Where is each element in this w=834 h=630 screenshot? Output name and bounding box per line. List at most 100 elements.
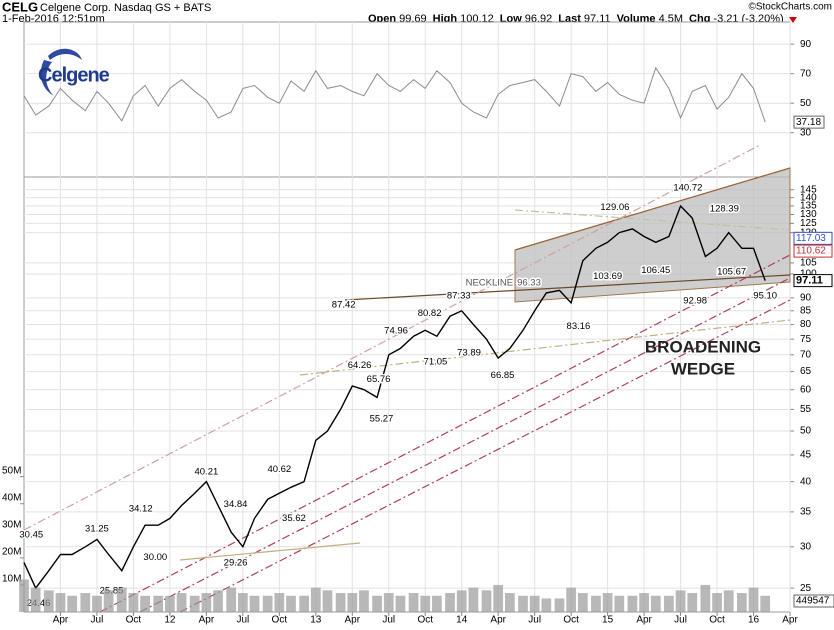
- price-annotation: 103.69: [593, 270, 622, 281]
- annotation-value: 40.62: [267, 464, 291, 475]
- annotation-value: 80.82: [418, 308, 442, 319]
- last-box: [793, 594, 834, 608]
- volume-bar: [92, 595, 102, 612]
- grid: [20, 22, 794, 616]
- volume-bar: [359, 590, 369, 612]
- volume-bar: [541, 598, 552, 612]
- annotation-value: 74.96: [384, 325, 408, 336]
- volume-bar: [760, 595, 771, 612]
- callout: WEDGE: [671, 359, 735, 378]
- volume-bar: [456, 590, 467, 612]
- annotation-value: 35.62: [282, 512, 306, 523]
- price-annotation: 80.82: [418, 308, 442, 319]
- annotation-value: 96.33: [517, 277, 541, 288]
- volume-bar: [748, 587, 759, 612]
- volume-bar: [153, 595, 164, 612]
- volume-bar: [55, 593, 66, 612]
- y-tick-label: 10M: [2, 574, 21, 585]
- volume-bar: [335, 593, 346, 612]
- volume-bar: [700, 584, 711, 612]
- y-tick-label: 30: [800, 541, 812, 552]
- volume-bar: [30, 587, 41, 612]
- price-annotation: 40.21: [194, 466, 218, 477]
- company-name: Celgene Corp. Nasdaq GS + BATS: [40, 2, 211, 14]
- y-tick-label: 50M: [2, 465, 21, 476]
- volume-bar: [736, 593, 747, 612]
- x-tick-label: 15: [602, 615, 614, 625]
- price-annotation: 73.89: [457, 347, 481, 358]
- price-annotation: 95.10: [753, 290, 777, 301]
- volume-bar: [347, 593, 358, 612]
- volume-bar: [591, 595, 601, 612]
- volume-bar: [639, 593, 649, 612]
- volume-bar: [249, 595, 260, 612]
- trendlines: [23, 144, 791, 613]
- volume-bar: [80, 593, 91, 612]
- volume-bar: [310, 587, 321, 612]
- y-tick-label: 50: [800, 426, 812, 437]
- y-tick-label: 125: [800, 218, 817, 229]
- logo-text: Celgene: [38, 64, 110, 86]
- volume-bar: [322, 590, 333, 612]
- annotation-value: 65.76: [367, 373, 391, 384]
- volume-bar: [675, 590, 686, 612]
- annotation-value: 31.25: [85, 523, 109, 534]
- y-tick-label: 130: [800, 209, 817, 220]
- price-annotation: 55.27: [370, 413, 394, 424]
- volume-bar: [468, 587, 479, 612]
- volume-bar: [43, 590, 54, 612]
- volume-bar: [19, 579, 29, 612]
- plot: 30 50 70 90 37.18 25 30 35 40 45 50 55 60 65 70 75 80 85 9…: [2, 39, 834, 626]
- y-tick-label: 35: [800, 507, 812, 518]
- volume-bar: [602, 593, 613, 612]
- annotation-value: 87.42: [332, 299, 356, 310]
- volume-bar: [529, 595, 540, 612]
- volume-bar: [140, 595, 150, 612]
- x-tick-label: Apr: [53, 615, 69, 625]
- price-annotation: 106.45: [641, 264, 670, 275]
- x-tick-label: Jul: [91, 615, 104, 625]
- annotation-value: 34.12: [129, 503, 153, 514]
- price-annotation: 64.26: [348, 360, 372, 371]
- volume-bar: [712, 593, 722, 612]
- y-tick-label: 65: [800, 366, 812, 377]
- x-tick-label: Oct: [272, 615, 288, 625]
- volume-bar: [383, 593, 394, 612]
- y-tick-label: 40: [800, 476, 812, 487]
- price-annotation: 129.06: [600, 202, 629, 213]
- volume-bar: [299, 595, 310, 612]
- y-tick-label: 45: [800, 450, 812, 461]
- volume-bar: [226, 587, 237, 612]
- annotation-value: 73.89: [457, 347, 481, 358]
- y-tick-label: 75: [800, 334, 812, 345]
- annotation-value: 55.27: [370, 413, 394, 424]
- volume-bar: [627, 595, 638, 612]
- last-box: [793, 244, 833, 258]
- volume-bar: [518, 595, 528, 612]
- last-label: 449547: [796, 596, 830, 607]
- annotation-value: 40.21: [194, 466, 218, 477]
- price-annotation: 35.62: [282, 512, 306, 523]
- y-tick-label: 40M: [2, 492, 21, 503]
- callout: BROADENING: [645, 337, 761, 356]
- y-tick-label: 90: [800, 39, 812, 50]
- x-tick-label: Jul: [674, 615, 687, 625]
- last-label: 117.03: [796, 233, 826, 244]
- y-tick-label: 135: [800, 201, 817, 212]
- x-tick-label: 13: [310, 615, 322, 625]
- annotation-value: 92.98: [683, 295, 707, 306]
- x-tick-label: 14: [456, 615, 468, 625]
- last-label: 110.62: [796, 246, 826, 257]
- price-annotation: 74.96: [384, 325, 408, 336]
- volume-bar: [372, 595, 382, 612]
- volume-bar: [395, 595, 406, 612]
- annotation-value: 34.84: [224, 498, 248, 509]
- annotation-value: 106.45: [641, 264, 670, 275]
- x-tick-label: Apr: [490, 615, 506, 625]
- y-tick-label: 80: [800, 319, 812, 330]
- annotation-value: 66.85: [491, 370, 515, 381]
- rsi-panel: [23, 21, 791, 178]
- x-tick-label: Apr: [199, 615, 215, 625]
- x-tick-label: Apr: [782, 615, 798, 625]
